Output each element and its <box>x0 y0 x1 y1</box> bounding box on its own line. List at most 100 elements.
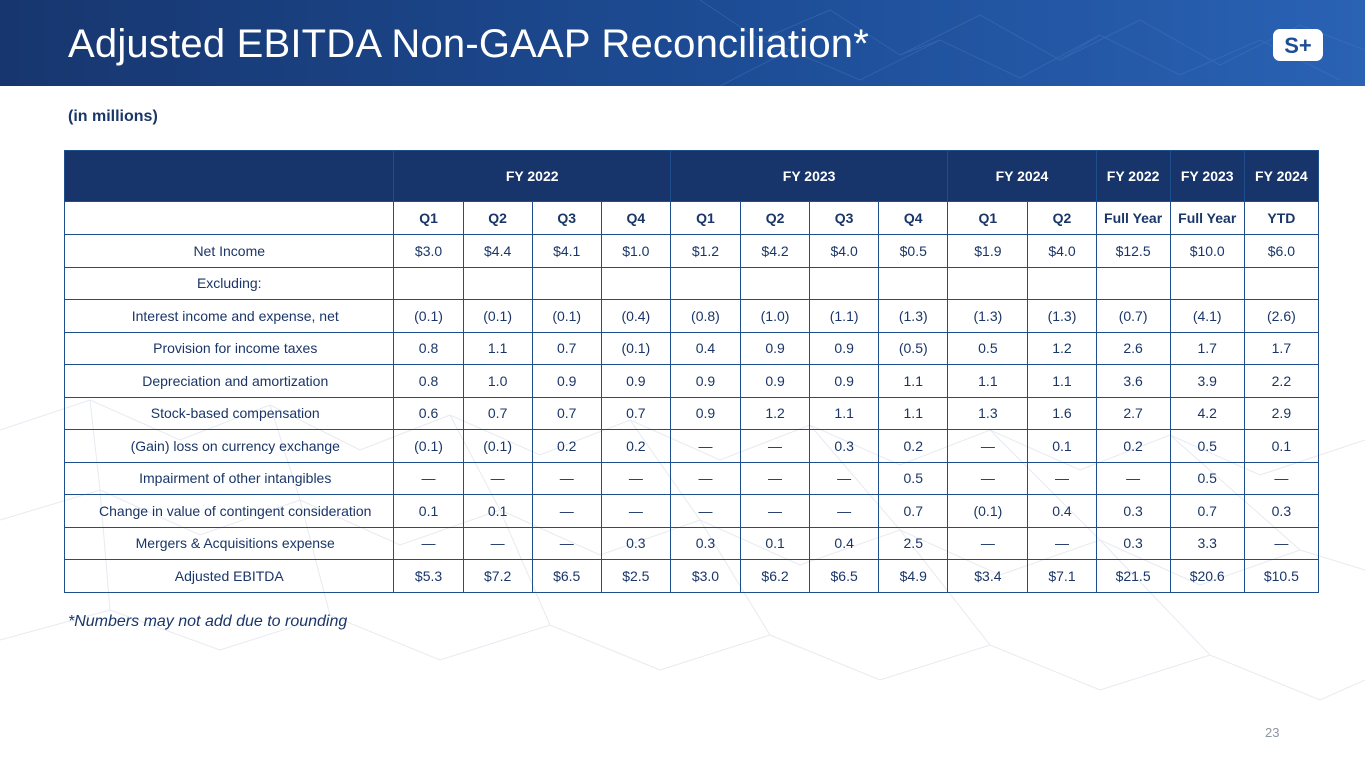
value-cell: $1.2 <box>669 234 742 268</box>
table-row: Depreciation and amortization 0.8 1.0 0.9 0.… <box>63 364 1320 398</box>
value-cell <box>1095 266 1171 300</box>
value-cell: — <box>600 494 671 528</box>
value-cell: (0.1) <box>393 429 464 463</box>
value-cell: — <box>809 461 880 495</box>
value-cell: — <box>531 526 602 560</box>
group-header-fy2022: FY 2022 <box>393 150 671 202</box>
value-cell: 0.3 <box>1095 526 1171 560</box>
value-cell <box>600 266 671 300</box>
value-cell: (1.1) <box>809 299 880 333</box>
value-cell: 0.9 <box>600 364 671 398</box>
value-cell <box>669 266 742 300</box>
value-cell: 0.9 <box>809 331 880 365</box>
row-label: Depreciation and amortization <box>63 364 395 398</box>
value-cell: 1.1 <box>1027 364 1097 398</box>
value-cell <box>1243 266 1320 300</box>
period-header: Q1 <box>669 201 742 235</box>
value-cell: 0.3 <box>1095 494 1171 528</box>
period-header-row: Q1 Q2 Q3 Q4 Q1 Q2 Q3 Q4 Q1 Q2 Full Year … <box>63 201 1320 235</box>
value-cell: $3.0 <box>669 559 742 593</box>
value-cell: $10.5 <box>1243 559 1320 593</box>
value-cell: — <box>1027 526 1097 560</box>
row-label: Provision for income taxes <box>63 331 395 365</box>
period-header: Q4 <box>878 201 949 235</box>
value-cell: $21.5 <box>1095 559 1171 593</box>
value-cell: 0.3 <box>600 526 671 560</box>
company-logo: S+ <box>1273 29 1323 61</box>
row-label: Mergers & Acquisitions expense <box>63 526 395 560</box>
period-header: Q1 <box>393 201 464 235</box>
value-cell: $1.0 <box>600 234 671 268</box>
group-header-fy2024-ytd: FY 2024 <box>1243 150 1320 202</box>
value-cell: — <box>739 461 811 495</box>
value-cell: $6.2 <box>739 559 811 593</box>
value-cell: $3.0 <box>393 234 464 268</box>
value-cell <box>809 266 880 300</box>
page-number: 23 <box>1265 725 1280 740</box>
value-cell: — <box>393 461 464 495</box>
value-cell: — <box>1027 461 1097 495</box>
period-header: Full Year <box>1169 201 1245 235</box>
value-cell: 0.9 <box>669 364 742 398</box>
slide-title: Adjusted EBITDA Non-GAAP Reconciliation* <box>68 22 869 66</box>
value-cell: — <box>669 429 742 463</box>
value-cell: (0.1) <box>600 331 671 365</box>
value-cell <box>393 266 464 300</box>
row-label: Impairment of other intangibles <box>63 461 395 495</box>
value-cell: 0.4 <box>669 331 742 365</box>
value-cell: — <box>1243 526 1320 560</box>
row-label: Stock-based compensation <box>63 396 395 430</box>
value-cell: — <box>947 526 1029 560</box>
table-row: Stock-based compensation 0.6 0.7 0.7 0.7 0.9 1… <box>63 396 1320 430</box>
row-label: (Gain) loss on currency exchange <box>63 429 395 463</box>
value-cell <box>462 266 533 300</box>
value-cell: (4.1) <box>1169 299 1245 333</box>
value-cell: $7.2 <box>462 559 533 593</box>
value-cell: $1.9 <box>947 234 1029 268</box>
period-header: Q3 <box>531 201 602 235</box>
period-header: Q1 <box>947 201 1029 235</box>
value-cell: $20.6 <box>1169 559 1245 593</box>
value-cell: $4.4 <box>462 234 533 268</box>
table-row: Adjusted EBITDA $5.3 $7.2 $6.5 $2.5 $3.0 $6.2 $… <box>63 559 1320 593</box>
svg-text:S+: S+ <box>1284 33 1312 58</box>
period-header: Q3 <box>809 201 880 235</box>
value-cell: (1.0) <box>739 299 811 333</box>
value-cell <box>531 266 602 300</box>
value-cell: — <box>809 494 880 528</box>
value-cell: — <box>1243 461 1320 495</box>
header-blank-cell <box>63 150 395 202</box>
value-cell: — <box>669 494 742 528</box>
period-header: Q4 <box>600 201 671 235</box>
value-cell: 0.1 <box>1243 429 1320 463</box>
table-row: Change in value of contingent considerat… <box>63 494 1320 528</box>
group-header-fy2023: FY 2023 <box>669 150 949 202</box>
value-cell: (0.4) <box>600 299 671 333</box>
value-cell: 1.3 <box>947 396 1029 430</box>
value-cell: 0.1 <box>393 494 464 528</box>
group-header-fy2022-full: FY 2022 <box>1095 150 1171 202</box>
value-cell: 0.9 <box>669 396 742 430</box>
value-cell: 0.6 <box>393 396 464 430</box>
value-cell: 0.9 <box>739 331 811 365</box>
table-row: Mergers & Acquisitions expense — — —0.3 0.3 0… <box>63 526 1320 560</box>
value-cell: 2.6 <box>1095 331 1171 365</box>
value-cell <box>1027 266 1097 300</box>
table-row: Net Income $3.0 $4.4 $4.1 $1.0 $1.2 $4.2 $4.0 $0… <box>63 234 1320 268</box>
value-cell: — <box>947 429 1029 463</box>
value-cell: 0.9 <box>809 364 880 398</box>
value-cell: $5.3 <box>393 559 464 593</box>
value-cell: — <box>1095 461 1171 495</box>
value-cell: 2.5 <box>878 526 949 560</box>
value-cell: 0.4 <box>809 526 880 560</box>
value-cell: — <box>531 461 602 495</box>
value-cell: (0.1) <box>462 429 533 463</box>
value-cell: 0.5 <box>1169 429 1245 463</box>
value-cell: 0.3 <box>809 429 880 463</box>
value-cell: — <box>393 526 464 560</box>
group-header-fy2024: FY 2024 <box>947 150 1097 202</box>
value-cell: 0.3 <box>1243 494 1320 528</box>
value-cell: 3.3 <box>1169 526 1245 560</box>
value-cell: (0.7) <box>1095 299 1171 333</box>
value-cell: $2.5 <box>600 559 671 593</box>
